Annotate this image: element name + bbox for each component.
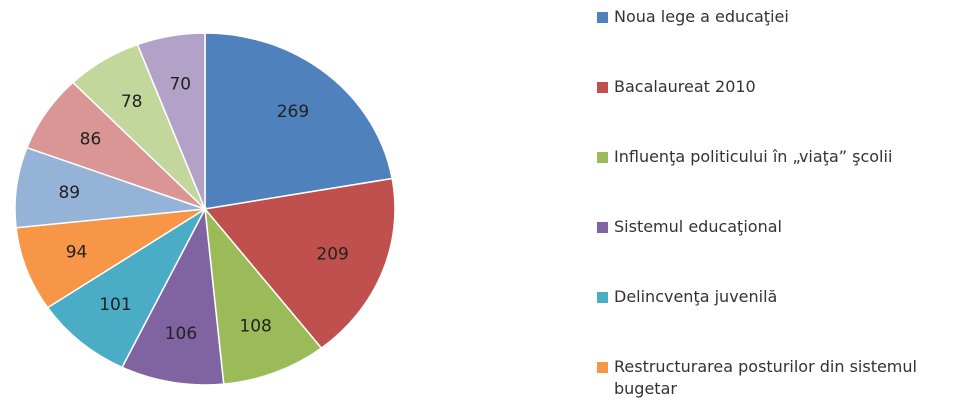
legend-swatch: [597, 82, 608, 93]
pie-slice: [46, 206, 207, 369]
legend-item: Restructurarea posturilor din sistemul b…: [597, 356, 944, 400]
legend-item: Noua lege a educaţiei: [597, 6, 944, 28]
data-label: 70: [169, 74, 191, 94]
data-label: 108: [239, 317, 271, 337]
legend-label: Delincvenţa juvenilă: [614, 287, 778, 306]
pie-slice: [204, 32, 394, 210]
legend-item: Influenţa politicului în „viaţa” şcolii: [597, 146, 944, 168]
data-label: 209: [316, 245, 348, 265]
legend-swatch: [597, 362, 608, 373]
data-label: 269: [277, 102, 309, 122]
data-label: 78: [121, 92, 143, 112]
legend-item: Bacalaureat 2010: [597, 76, 944, 98]
data-label: 106: [165, 324, 197, 344]
legend-swatch: [597, 222, 608, 233]
data-label: 101: [99, 295, 131, 315]
pie-slice: [203, 177, 396, 350]
legend-label: Restructurarea posturilor din sistemul b…: [614, 357, 917, 398]
legend-swatch: [597, 152, 608, 163]
pie-slice: [15, 208, 206, 309]
legend-label: Influenţa politicului în „viaţa” şcolii: [614, 147, 893, 166]
pie-slice: [136, 32, 206, 210]
legend-label: Noua lege a educaţiei: [614, 7, 789, 26]
pie-chart: 269 209 108 106 101 94 89 86 78 70: [14, 32, 396, 386]
legend-swatch: [597, 12, 608, 23]
data-label: 86: [80, 130, 102, 150]
legend-item: Delincvenţa juvenilă: [597, 286, 944, 308]
legend-swatch: [597, 292, 608, 303]
pie-slice: [203, 206, 323, 385]
data-label: 89: [58, 183, 80, 203]
legend-item: Sistemul educaţional: [597, 216, 944, 238]
legend: Noua lege a educaţiei Bacalaureat 2010 Inf…: [597, 0, 962, 405]
pie-slice: [121, 206, 225, 386]
data-label: 94: [66, 243, 88, 263]
legend-label: Bacalaureat 2010: [614, 77, 756, 96]
legend-label: Sistemul educaţional: [614, 217, 782, 236]
